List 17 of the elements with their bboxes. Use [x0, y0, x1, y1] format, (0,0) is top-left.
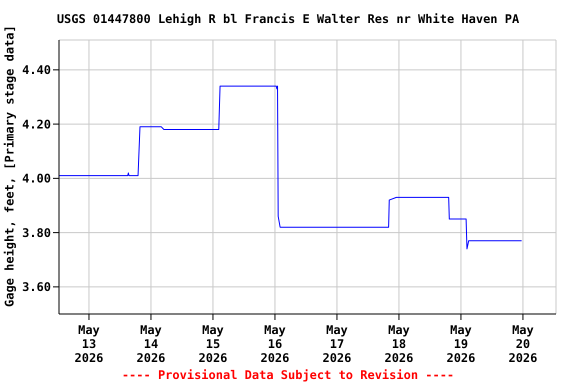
line-series — [59, 86, 522, 250]
chart-title: USGS 01447800 Lehigh R bl Francis E Walter Res nr White Haven PA — [56, 12, 520, 26]
x-tick-label: May 13 2026 — [74, 323, 104, 365]
y-tick-label: 4.40 — [22, 63, 51, 78]
x-tick-label: May 15 2026 — [198, 323, 228, 365]
x-tick-label: May 18 2026 — [384, 323, 414, 365]
y-tick-label: 4.00 — [22, 172, 51, 186]
x-tick-label: May 19 2026 — [446, 323, 476, 365]
y-tick-label: 3.80 — [22, 226, 51, 240]
x-tick-label: May 20 2026 — [508, 323, 538, 365]
x-tick-label: May 17 2026 — [322, 323, 352, 365]
x-tick-label: May 16 2026 — [260, 323, 290, 365]
text: ---- Provisional Data Subject to Revision ---- — [120, 368, 456, 382]
y-tick-label: 3.60 — [22, 280, 51, 294]
x-tick-label: May 14 2026 — [136, 323, 166, 365]
y-tick-label: 4.20 — [22, 117, 51, 132]
y-axis-title: Gage height, feet, [Primary stage data] — [2, 25, 16, 307]
